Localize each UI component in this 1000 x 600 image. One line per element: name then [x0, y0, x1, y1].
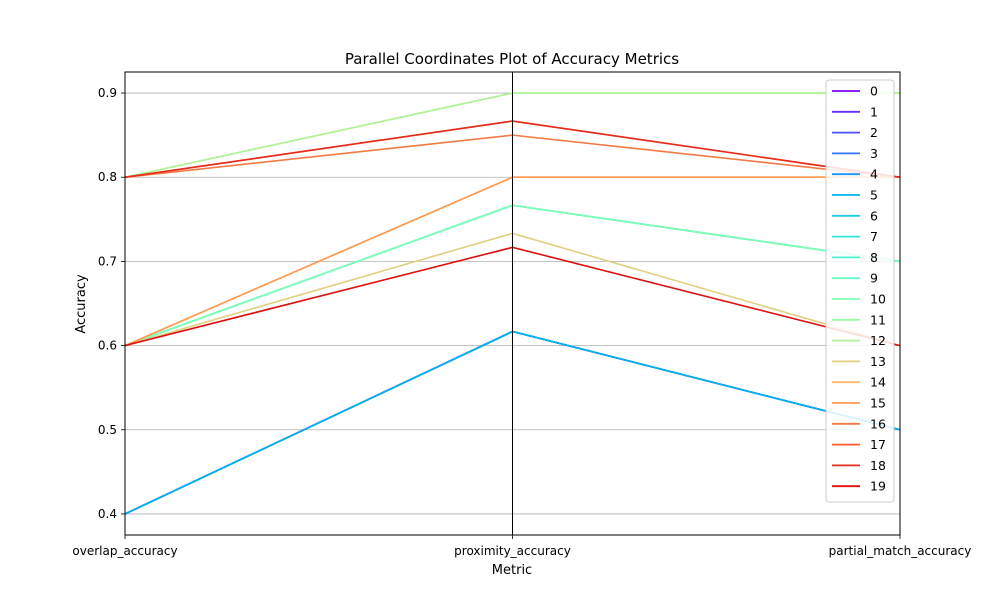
legend-label-2: 2 — [870, 125, 878, 140]
legend-label-17: 17 — [870, 437, 886, 452]
legend-label-12: 12 — [870, 333, 886, 348]
legend-label-13: 13 — [870, 354, 886, 369]
y-tick-label-0: 0.4 — [98, 507, 117, 521]
x-axis-title: Metric — [492, 563, 532, 578]
legend-label-10: 10 — [870, 292, 886, 307]
legend-label-6: 6 — [870, 208, 878, 223]
legend-label-1: 1 — [870, 104, 878, 119]
legend-label-4: 4 — [870, 167, 878, 182]
y-tick-label-5: 0.9 — [98, 86, 117, 100]
legend-label-11: 11 — [870, 312, 886, 327]
y-axis-title: Accuracy — [74, 274, 89, 334]
legend-label-15: 15 — [870, 396, 886, 411]
legend-box — [825, 79, 895, 503]
axes-layer — [121, 71, 901, 539]
legend-label-3: 3 — [870, 146, 878, 161]
chart-title: Parallel Coordinates Plot of Accuracy Me… — [345, 50, 679, 68]
y-tick-label-4: 0.8 — [98, 170, 117, 184]
x-tick-label-0: overlap_accuracy — [72, 544, 177, 558]
y-tick-label-2: 0.6 — [98, 339, 117, 353]
plot-frame — [124, 71, 901, 536]
x-tick-label-1: proximity_accuracy — [454, 544, 571, 558]
legend-label-19: 19 — [870, 479, 886, 494]
legend-label-7: 7 — [870, 229, 878, 244]
legend-label-14: 14 — [870, 375, 886, 390]
legend-label-9: 9 — [870, 271, 878, 286]
legend-label-0: 0 — [870, 84, 878, 99]
tick-labels: 0.4 0.5 0.6 0.7 0.8 0.9 overlap_accuracy proxim… — [72, 86, 971, 558]
x-tick-label-2: partial_match_accuracy — [829, 544, 972, 558]
legend-label-5: 5 — [870, 188, 878, 203]
legend-label-16: 16 — [870, 416, 886, 431]
legend-label-18: 18 — [870, 458, 886, 473]
legend-label-8: 8 — [870, 250, 878, 265]
y-tick-label-1: 0.5 — [98, 423, 117, 437]
y-tick-label-3: 0.7 — [98, 254, 117, 268]
